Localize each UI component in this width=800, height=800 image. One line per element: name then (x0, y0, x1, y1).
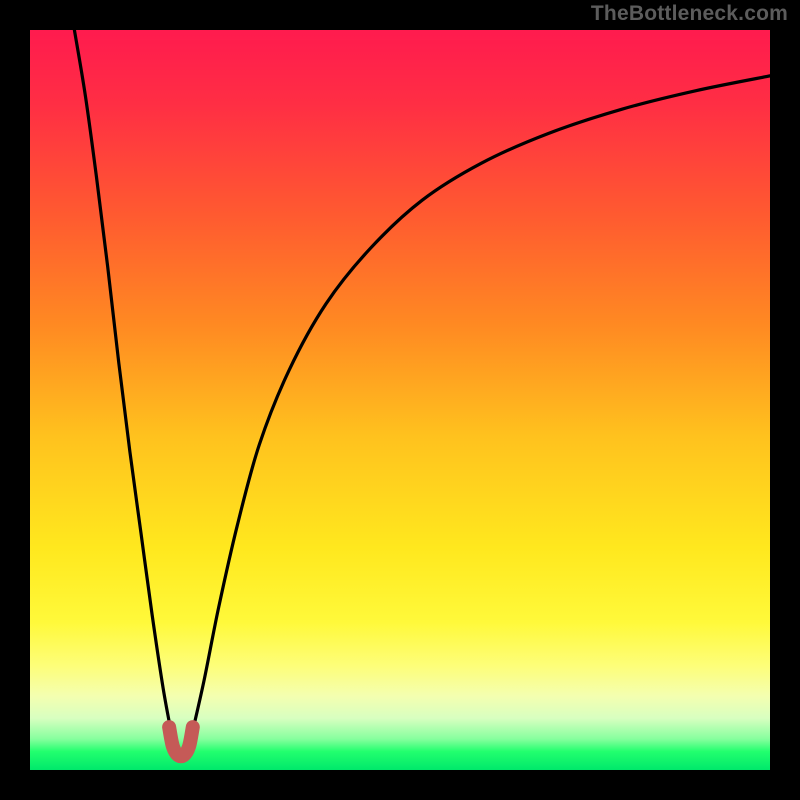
chart-stage: TheBottleneck.com (0, 0, 800, 800)
plot-background (30, 30, 770, 770)
chart-svg (0, 0, 800, 800)
